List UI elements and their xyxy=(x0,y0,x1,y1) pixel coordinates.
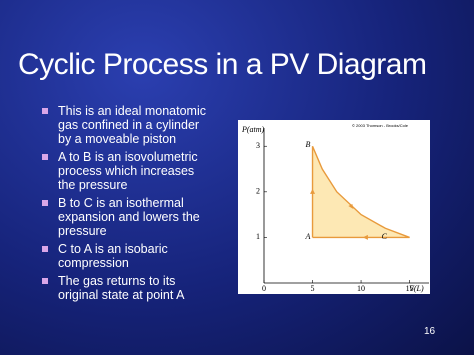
x-tick-label: 10 xyxy=(357,284,365,293)
arrow xyxy=(362,234,368,240)
bullet: B to C is an isothermal expansion and lo… xyxy=(40,196,210,238)
x-tick-label: 15 xyxy=(406,284,414,293)
bullet: C to A is an isobaric compression xyxy=(40,242,210,270)
y-tick-label: 3 xyxy=(256,141,260,150)
y-tick-label: 2 xyxy=(256,187,260,196)
bullet: A to B is an isovolumetric process which… xyxy=(40,150,210,192)
x-tick-label: 5 xyxy=(311,284,315,293)
y-axis-label: P(atm) xyxy=(241,125,265,134)
arrow xyxy=(310,188,316,194)
chart: © 2003 Thomson - Brooks/Cole P(atm) V(L) 0… xyxy=(238,120,430,294)
arrow xyxy=(348,204,354,210)
point-label: A xyxy=(305,232,311,241)
x-axis-label: V(L) xyxy=(409,284,424,293)
bullet: The gas returns to its original state at… xyxy=(40,274,210,302)
point-label: B xyxy=(306,140,311,149)
point-label: C xyxy=(382,232,388,241)
bullet: This is an ideal monatomic gas confined … xyxy=(40,104,210,146)
x-tick-label: 0 xyxy=(262,284,266,293)
y-tick-label: 1 xyxy=(256,232,260,241)
bullet-list: This is an ideal monatomic gas confined … xyxy=(40,104,210,306)
slide-title: Cyclic Process in a PV Diagram xyxy=(18,48,427,81)
credit: © 2003 Thomson - Brooks/Cole xyxy=(352,123,409,128)
page-number: 16 xyxy=(424,326,436,337)
cycle-path xyxy=(311,145,410,239)
